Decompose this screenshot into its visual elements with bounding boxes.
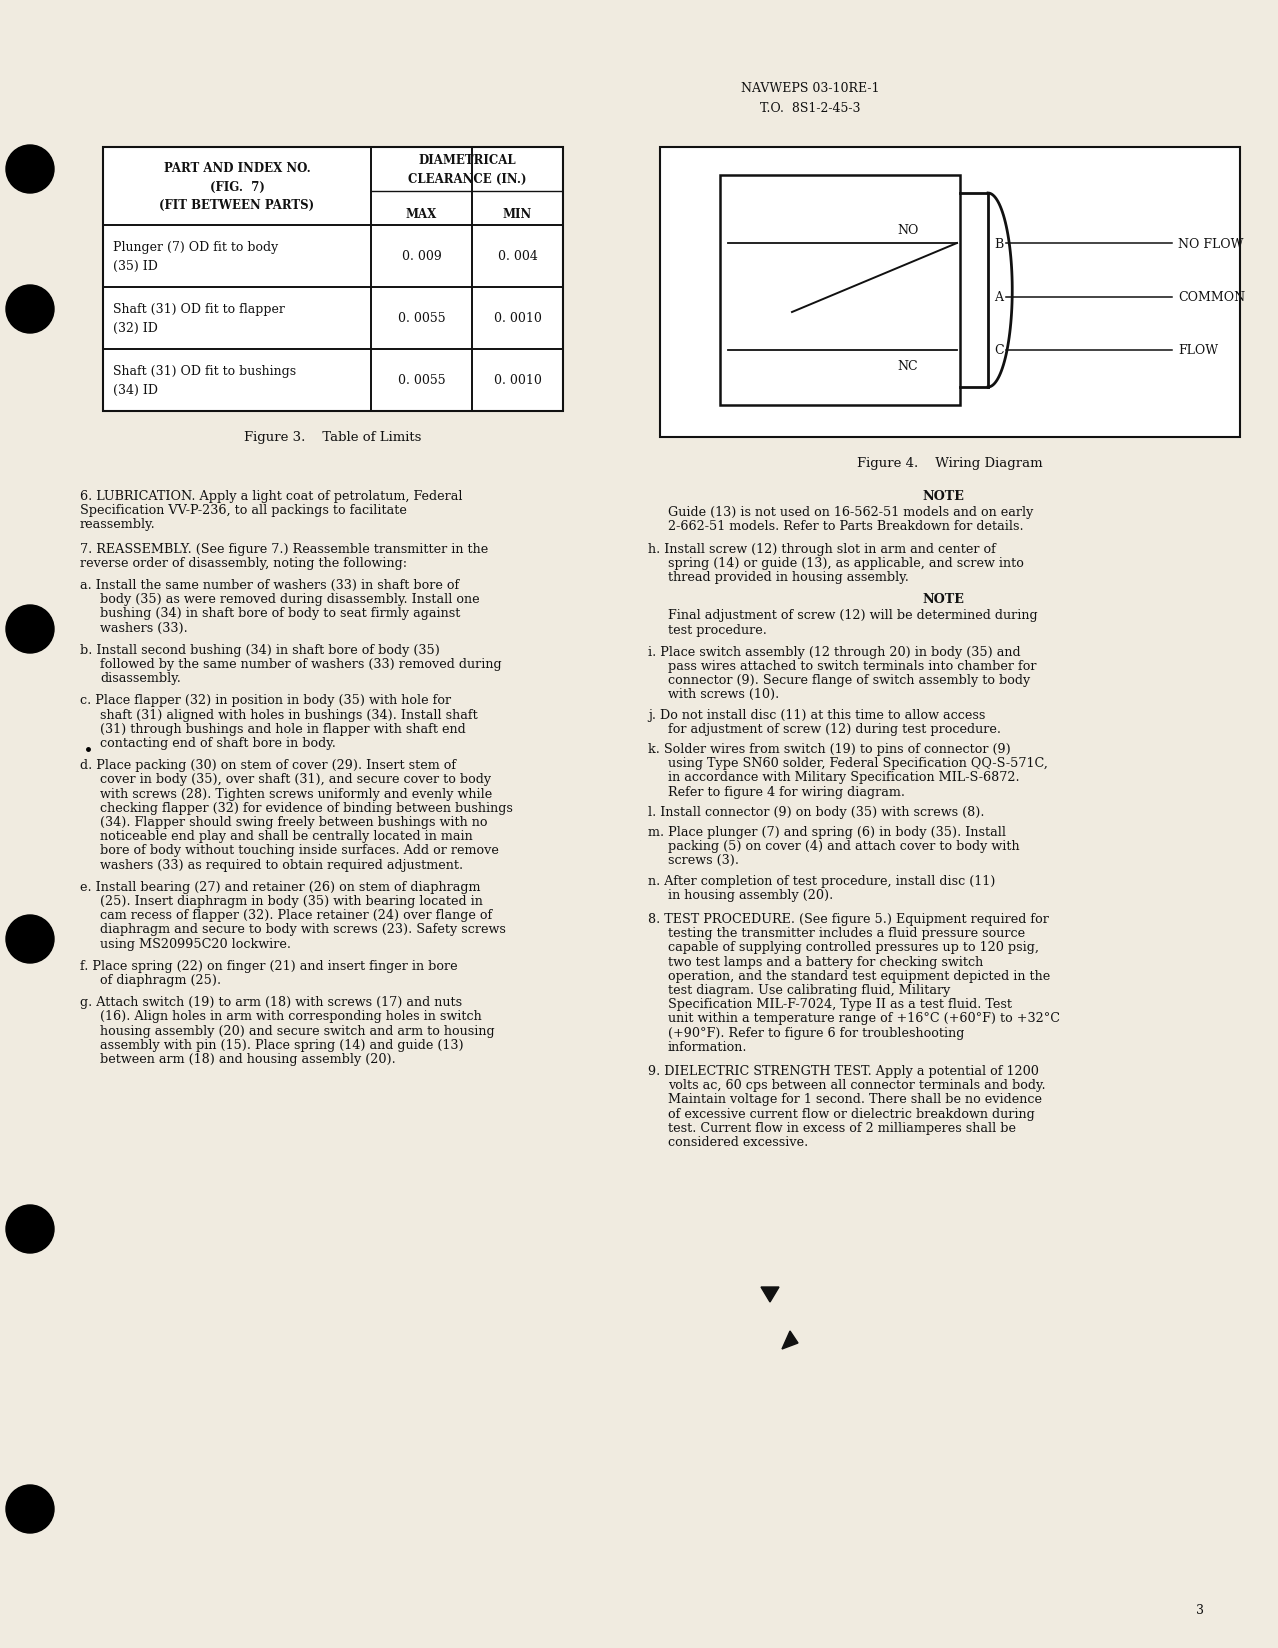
Text: n. After completion of test procedure, install disc (11): n. After completion of test procedure, i…: [648, 873, 996, 887]
Text: (+90°F). Refer to figure 6 for troubleshooting: (+90°F). Refer to figure 6 for troublesh…: [668, 1027, 965, 1038]
Text: connector (9). Secure flange of switch assembly to body: connector (9). Secure flange of switch a…: [668, 674, 1030, 687]
Text: cam recess of flapper (32). Place retainer (24) over flange of: cam recess of flapper (32). Place retain…: [100, 908, 492, 921]
Circle shape: [6, 915, 54, 964]
Text: volts ac, 60 cps between all connector terminals and body.: volts ac, 60 cps between all connector t…: [668, 1078, 1045, 1091]
Text: d. Place packing (30) on stem of cover (29). Insert stem of: d. Place packing (30) on stem of cover (…: [81, 758, 456, 771]
Text: h. Install screw (12) through slot in arm and center of: h. Install screw (12) through slot in ar…: [648, 542, 996, 555]
Circle shape: [6, 605, 54, 654]
Text: test. Current flow in excess of 2 milliamperes shall be: test. Current flow in excess of 2 millia…: [668, 1121, 1016, 1134]
Text: testing the transmitter includes a fluid pressure source: testing the transmitter includes a fluid…: [668, 926, 1025, 939]
Text: Specification VV-P-236, to all packings to facilitate: Specification VV-P-236, to all packings …: [81, 504, 406, 517]
Text: capable of supplying controlled pressures up to 120 psig,: capable of supplying controlled pressure…: [668, 941, 1039, 954]
Bar: [720, 176, 960, 405]
Text: (16). Align holes in arm with corresponding holes in switch: (16). Align holes in arm with correspond…: [100, 1010, 482, 1023]
Text: PART AND INDEX NO.
(FIG.  7)
(FIT BETWEEN PARTS): PART AND INDEX NO. (FIG. 7) (FIT BETWEEN…: [160, 163, 314, 211]
Text: body (35) as were removed during disassembly. Install one: body (35) as were removed during disasse…: [100, 593, 479, 606]
Text: followed by the same number of washers (33) removed during: followed by the same number of washers (…: [100, 658, 502, 671]
Text: NO: NO: [897, 224, 919, 236]
Text: 9. DIELECTRIC STRENGTH TEST. Apply a potential of 1200: 9. DIELECTRIC STRENGTH TEST. Apply a pot…: [648, 1065, 1039, 1078]
Text: Maintain voltage for 1 second. There shall be no evidence: Maintain voltage for 1 second. There sha…: [668, 1093, 1042, 1106]
Text: Shaft (31) OD fit to bushings
(34) ID: Shaft (31) OD fit to bushings (34) ID: [112, 366, 296, 396]
Text: for adjustment of screw (12) during test procedure.: for adjustment of screw (12) during test…: [668, 722, 1001, 735]
Text: pass wires attached to switch terminals into chamber for: pass wires attached to switch terminals …: [668, 659, 1036, 672]
Text: f. Place spring (22) on finger (21) and insert finger in bore: f. Place spring (22) on finger (21) and …: [81, 959, 458, 972]
Text: using MS20995C20 lockwire.: using MS20995C20 lockwire.: [100, 938, 291, 949]
Text: NOTE: NOTE: [921, 593, 964, 606]
Text: Shaft (31) OD fit to flapper
(32) ID: Shaft (31) OD fit to flapper (32) ID: [112, 303, 285, 335]
Text: C: C: [994, 344, 1003, 358]
Text: information.: information.: [668, 1040, 748, 1053]
Text: 0. 0010: 0. 0010: [493, 374, 542, 387]
Text: i. Place switch assembly (12 through 20) in body (35) and: i. Place switch assembly (12 through 20)…: [648, 646, 1021, 659]
Circle shape: [6, 1485, 54, 1533]
Text: housing assembly (20) and secure switch and arm to housing: housing assembly (20) and secure switch …: [100, 1023, 495, 1037]
Text: checking flapper (32) for evidence of binding between bushings: checking flapper (32) for evidence of bi…: [100, 801, 512, 814]
Text: packing (5) on cover (4) and attach cover to body with: packing (5) on cover (4) and attach cove…: [668, 840, 1020, 852]
Text: unit within a temperature range of +16°C (+60°F) to +32°C: unit within a temperature range of +16°C…: [668, 1012, 1059, 1025]
Text: NOTE: NOTE: [921, 489, 964, 503]
Text: cover in body (35), over shaft (31), and secure cover to body: cover in body (35), over shaft (31), and…: [100, 773, 491, 786]
Text: in accordance with Military Specification MIL-S-6872.: in accordance with Military Specificatio…: [668, 771, 1020, 784]
Text: washers (33) as required to obtain required adjustment.: washers (33) as required to obtain requi…: [100, 859, 463, 872]
Text: (31) through bushings and hole in flapper with shaft end: (31) through bushings and hole in flappe…: [100, 722, 465, 735]
Text: Figure 3.    Table of Limits: Figure 3. Table of Limits: [244, 432, 422, 445]
Text: washers (33).: washers (33).: [100, 621, 188, 634]
Text: disassembly.: disassembly.: [100, 672, 181, 686]
Text: screws (3).: screws (3).: [668, 854, 739, 867]
Text: 7. REASSEMBLY. (See figure 7.) Reassemble transmitter in the: 7. REASSEMBLY. (See figure 7.) Reassembl…: [81, 542, 488, 555]
Text: Refer to figure 4 for wiring diagram.: Refer to figure 4 for wiring diagram.: [668, 784, 905, 798]
Text: NAVWEPS 03-10RE-1: NAVWEPS 03-10RE-1: [741, 81, 879, 94]
Text: test procedure.: test procedure.: [668, 623, 767, 636]
Text: contacting end of shaft bore in body.: contacting end of shaft bore in body.: [100, 737, 336, 750]
Text: between arm (18) and housing assembly (20).: between arm (18) and housing assembly (2…: [100, 1053, 396, 1065]
Text: 8. TEST PROCEDURE. (See figure 5.) Equipment required for: 8. TEST PROCEDURE. (See figure 5.) Equip…: [648, 913, 1049, 926]
Circle shape: [6, 147, 54, 194]
Text: spring (14) or guide (13), as applicable, and screw into: spring (14) or guide (13), as applicable…: [668, 557, 1024, 570]
Text: in housing assembly (20).: in housing assembly (20).: [668, 888, 833, 901]
Text: Plunger (7) OD fit to body
(35) ID: Plunger (7) OD fit to body (35) ID: [112, 241, 279, 272]
Text: shaft (31) aligned with holes in bushings (34). Install shaft: shaft (31) aligned with holes in bushing…: [100, 709, 478, 722]
Text: 0. 0055: 0. 0055: [397, 313, 445, 325]
Text: Specification MIL-F-7024, Type II as a test fluid. Test: Specification MIL-F-7024, Type II as a t…: [668, 997, 1012, 1010]
Text: reverse order of disassembly, noting the following:: reverse order of disassembly, noting the…: [81, 557, 408, 570]
Text: l. Install connector (9) on body (35) with screws (8).: l. Install connector (9) on body (35) wi…: [648, 806, 984, 819]
Text: FLOW: FLOW: [1178, 344, 1218, 358]
Polygon shape: [782, 1332, 797, 1350]
Text: 0. 009: 0. 009: [401, 250, 441, 264]
Text: (25). Insert diaphragm in body (35) with bearing located in: (25). Insert diaphragm in body (35) with…: [100, 895, 483, 908]
Text: Guide (13) is not used on 16-562-51 models and on early: Guide (13) is not used on 16-562-51 mode…: [668, 506, 1034, 519]
Text: j. Do not install disc (11) at this time to allow access: j. Do not install disc (11) at this time…: [648, 709, 985, 722]
Text: (34). Flapper should swing freely between bushings with no: (34). Flapper should swing freely betwee…: [100, 816, 487, 829]
Text: bore of body without touching inside surfaces. Add or remove: bore of body without touching inside sur…: [100, 844, 498, 857]
Text: 2-662-51 models. Refer to Parts Breakdown for details.: 2-662-51 models. Refer to Parts Breakdow…: [668, 521, 1024, 532]
Text: COMMON: COMMON: [1178, 290, 1245, 303]
Text: noticeable end play and shall be centrally located in main: noticeable end play and shall be central…: [100, 829, 473, 842]
Text: 6. LUBRICATION. Apply a light coat of petrolatum, Federal: 6. LUBRICATION. Apply a light coat of pe…: [81, 489, 463, 503]
Text: reassembly.: reassembly.: [81, 517, 156, 531]
Text: bushing (34) in shaft bore of body to seat firmly against: bushing (34) in shaft bore of body to se…: [100, 606, 460, 620]
Text: 3: 3: [1196, 1604, 1204, 1617]
Text: considered excessive.: considered excessive.: [668, 1135, 808, 1149]
Text: B: B: [994, 237, 1003, 250]
Text: test diagram. Use calibrating fluid, Military: test diagram. Use calibrating fluid, Mil…: [668, 984, 951, 997]
Text: operation, and the standard test equipment depicted in the: operation, and the standard test equipme…: [668, 969, 1051, 982]
Text: b. Install second bushing (34) in shaft bore of body (35): b. Install second bushing (34) in shaft …: [81, 643, 440, 656]
Text: 0. 004: 0. 004: [497, 250, 538, 264]
Text: NO FLOW: NO FLOW: [1178, 237, 1243, 250]
Bar: [104, 148, 564, 412]
Text: with screws (10).: with screws (10).: [668, 687, 780, 700]
Text: NC: NC: [897, 361, 919, 374]
Text: m. Place plunger (7) and spring (6) in body (35). Install: m. Place plunger (7) and spring (6) in b…: [648, 826, 1006, 839]
Text: Figure 4.    Wiring Diagram: Figure 4. Wiring Diagram: [858, 456, 1043, 470]
Text: e. Install bearing (27) and retainer (26) on stem of diaphragm: e. Install bearing (27) and retainer (26…: [81, 880, 481, 893]
Text: k. Solder wires from switch (19) to pins of connector (9): k. Solder wires from switch (19) to pins…: [648, 743, 1011, 755]
Text: two test lamps and a battery for checking switch: two test lamps and a battery for checkin…: [668, 956, 983, 967]
Text: 0. 0010: 0. 0010: [493, 313, 542, 325]
Text: MAX: MAX: [406, 208, 437, 221]
Text: thread provided in housing assembly.: thread provided in housing assembly.: [668, 570, 909, 583]
Text: T.O.  8S1-2-45-3: T.O. 8S1-2-45-3: [759, 102, 860, 114]
Text: MIN: MIN: [502, 208, 532, 221]
Text: assembly with pin (15). Place spring (14) and guide (13): assembly with pin (15). Place spring (14…: [100, 1038, 464, 1051]
Text: DIAMETRICAL
CLEARANCE (IN.): DIAMETRICAL CLEARANCE (IN.): [408, 155, 527, 185]
Text: using Type SN60 solder, Federal Specification QQ-S-571C,: using Type SN60 solder, Federal Specific…: [668, 756, 1048, 770]
